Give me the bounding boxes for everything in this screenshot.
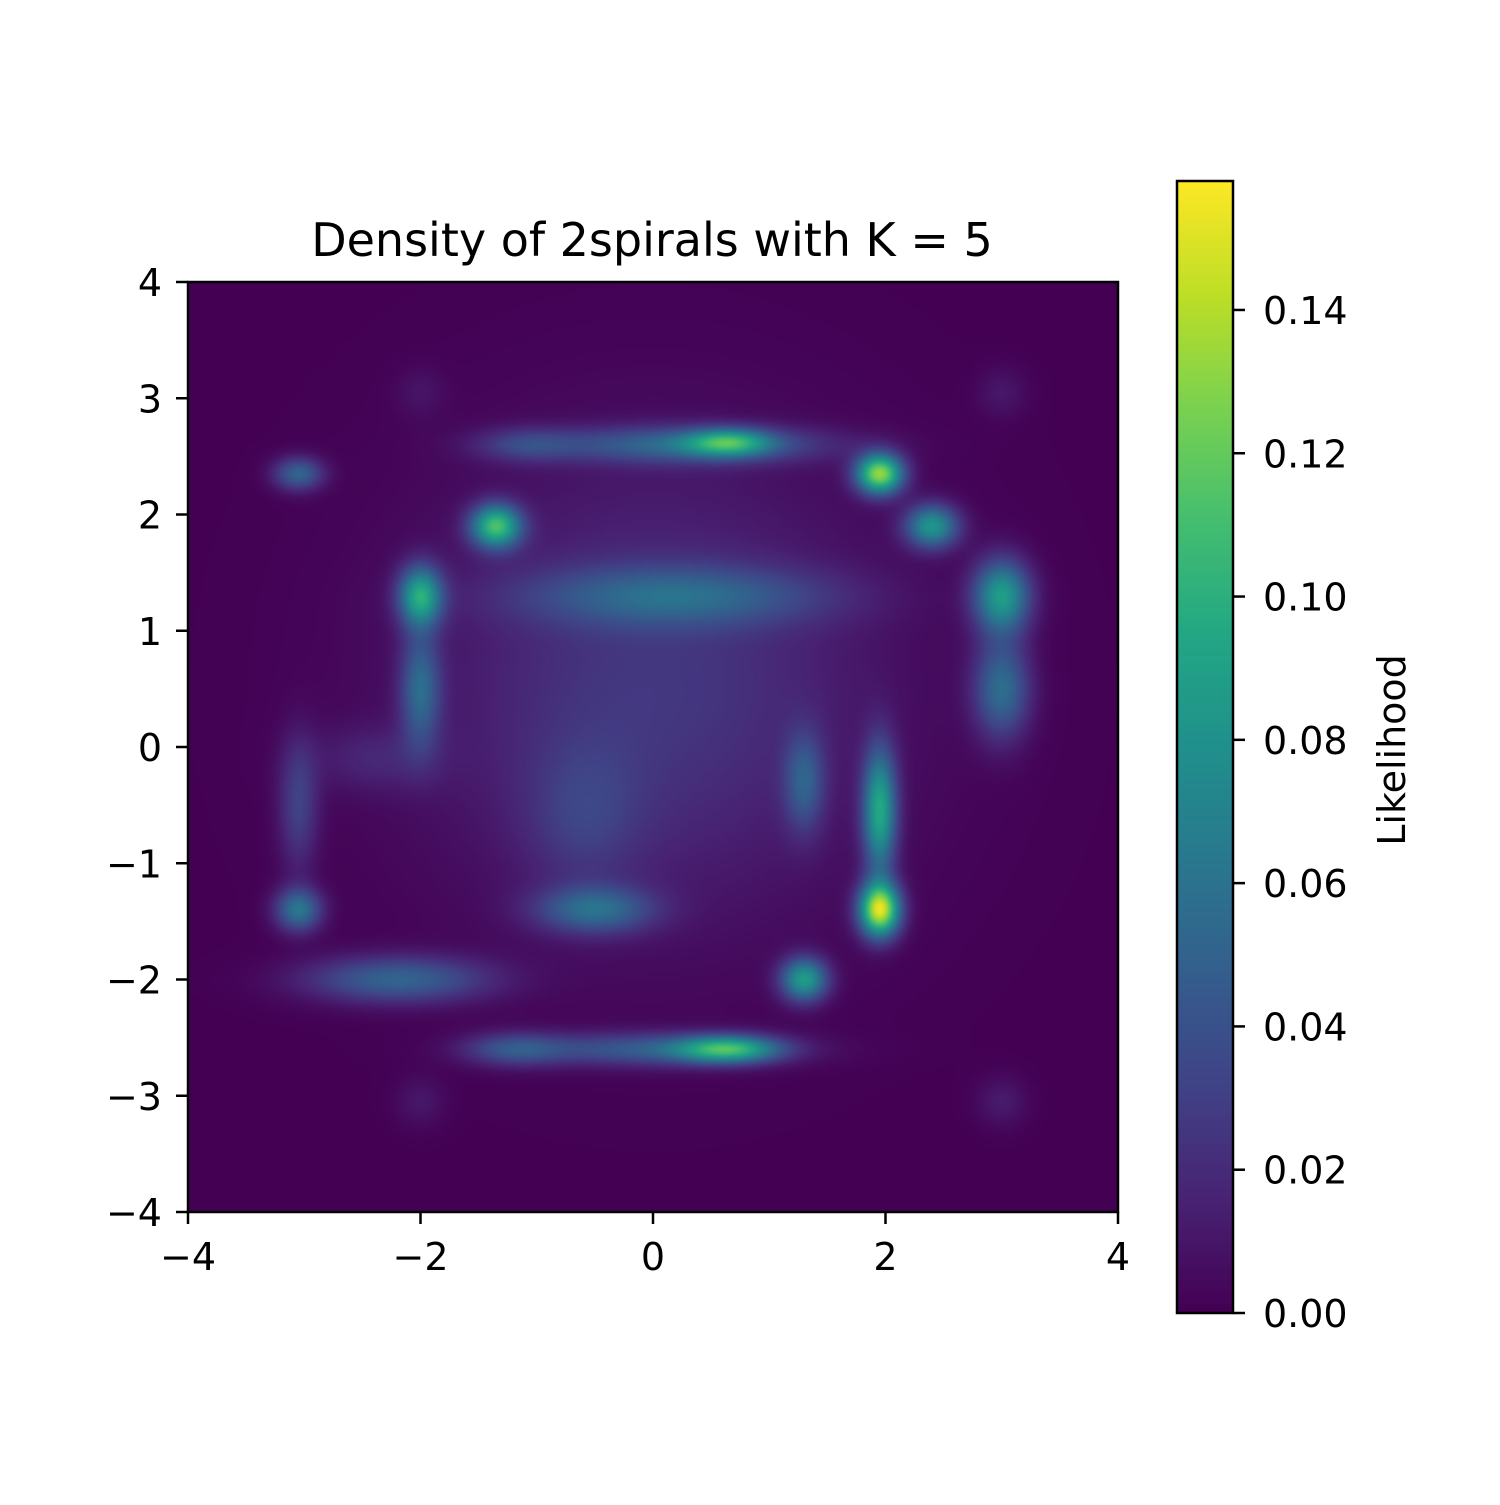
colorbar-tick-label: 0.02 bbox=[1263, 1149, 1348, 1193]
chart-title: Density of 2spirals with K = 5 bbox=[311, 213, 993, 267]
y-tick-label: −1 bbox=[106, 842, 162, 886]
y-tick-label: 4 bbox=[138, 261, 162, 305]
colorbar-tick-label: 0.06 bbox=[1263, 862, 1348, 906]
x-axis: −4 −2 0 2 4 bbox=[160, 1212, 1130, 1279]
colorbar-tick-label: 0.12 bbox=[1263, 432, 1348, 476]
y-tick-label: 2 bbox=[138, 494, 162, 538]
x-tick-label: 2 bbox=[873, 1235, 897, 1279]
colorbar-frame bbox=[1175, 179, 1235, 1315]
x-tick-label: 4 bbox=[1106, 1235, 1130, 1279]
y-tick-label: 3 bbox=[138, 377, 162, 421]
y-tick-label: −2 bbox=[106, 959, 162, 1003]
plot-area bbox=[186, 280, 1120, 1214]
colorbar-gradient bbox=[1177, 181, 1233, 1313]
colorbar-tick-label: 0.08 bbox=[1263, 719, 1348, 763]
y-tick-label: −4 bbox=[106, 1191, 162, 1235]
x-tick-label: −2 bbox=[392, 1235, 448, 1279]
y-axis: −4 −3 −2 −1 0 1 2 3 4 bbox=[106, 261, 188, 1235]
colorbar-tick-label: 0.14 bbox=[1263, 289, 1348, 333]
colorbar-ticks: 0.00 0.02 0.04 0.06 0.08 0.10 0.12 0.14 bbox=[1233, 289, 1348, 1336]
x-tick-label: 0 bbox=[641, 1235, 665, 1279]
y-tick-label: 0 bbox=[138, 726, 162, 770]
colorbar-tick-label: 0.10 bbox=[1263, 576, 1348, 620]
colorbar-tick-label: 0.04 bbox=[1263, 1005, 1348, 1049]
y-tick-label: 1 bbox=[138, 610, 162, 654]
colorbar-label: Likelihood bbox=[1370, 654, 1414, 846]
colorbar-tick-label: 0.00 bbox=[1263, 1292, 1348, 1336]
colorbar: 0.00 0.02 0.04 0.06 0.08 0.10 0.12 0.14 Likelih… bbox=[1175, 179, 1414, 1336]
y-tick-label: −3 bbox=[106, 1075, 162, 1119]
density-heatmap bbox=[188, 282, 1118, 1212]
x-tick-label: −4 bbox=[160, 1235, 216, 1279]
